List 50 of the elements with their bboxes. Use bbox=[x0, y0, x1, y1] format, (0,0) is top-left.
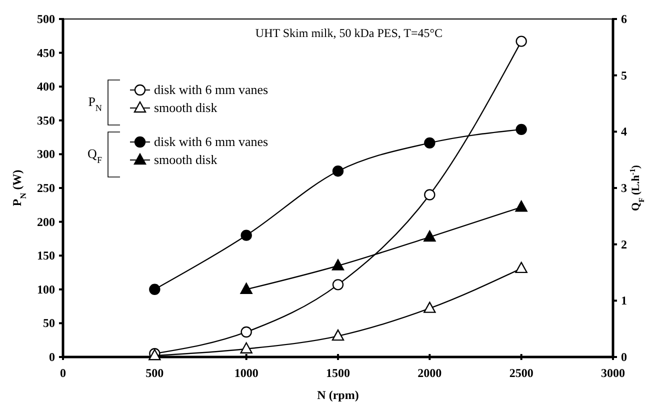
y-tick-label: 400 bbox=[37, 80, 55, 94]
x-tick-label: 500 bbox=[146, 366, 164, 380]
legend-label: smooth disk bbox=[154, 100, 218, 115]
x-tick-label: 2000 bbox=[418, 366, 442, 380]
y-tick-label: 50 bbox=[43, 316, 55, 330]
x-axis-title: N (rpm) bbox=[317, 388, 359, 402]
point bbox=[149, 284, 160, 295]
x-tick-label: 1000 bbox=[234, 366, 258, 380]
legend-label: disk with 6 mm vanes bbox=[154, 82, 268, 97]
y-tick-label: 200 bbox=[37, 214, 55, 229]
y-tick-label: 150 bbox=[37, 248, 55, 263]
legend-label: disk with 6 mm vanes bbox=[154, 134, 268, 149]
legend-label: smooth disk bbox=[154, 152, 218, 167]
point bbox=[240, 282, 252, 294]
y2-tick-label: 3 bbox=[621, 181, 627, 195]
x-tick-label: 2500 bbox=[509, 366, 534, 380]
annotation: P$_{N}$ bbox=[88, 94, 102, 113]
y2-tick-label: 5 bbox=[621, 68, 627, 82]
point bbox=[424, 137, 436, 149]
y-tick-label: 100 bbox=[37, 282, 55, 296]
y-tick-label: 0 bbox=[49, 350, 55, 364]
point bbox=[240, 230, 252, 241]
y-tick-label: 500 bbox=[37, 12, 55, 26]
point bbox=[332, 279, 344, 290]
text: UHT Skim milk, 50 kDa PES, T=45°C bbox=[255, 26, 443, 40]
point bbox=[240, 342, 252, 354]
x-tick-label: 3000 bbox=[601, 366, 625, 380]
y2-tick-label: 2 bbox=[621, 237, 627, 252]
point bbox=[424, 189, 436, 200]
point bbox=[515, 262, 528, 274]
y2-tick-label: 4 bbox=[621, 124, 627, 139]
point bbox=[515, 200, 528, 212]
point bbox=[424, 230, 436, 242]
y-tick-label: 450 bbox=[37, 46, 55, 60]
point bbox=[332, 166, 344, 177]
point bbox=[332, 329, 344, 341]
y-tick-label: 350 bbox=[37, 113, 55, 128]
point bbox=[240, 326, 252, 338]
y-tick-label: 250 bbox=[37, 181, 55, 195]
y-tick-label: 300 bbox=[37, 147, 55, 162]
point bbox=[332, 259, 344, 270]
x-tick-label: 0 bbox=[60, 366, 66, 380]
y2-tick-label: 0 bbox=[621, 350, 627, 364]
point bbox=[516, 36, 527, 47]
annotation: Q$_{F}$ bbox=[88, 146, 102, 165]
point bbox=[424, 302, 436, 313]
y2-tick-label: 6 bbox=[621, 12, 627, 26]
y2-tick-label: 1 bbox=[621, 294, 627, 308]
x-tick-label: 1500 bbox=[326, 366, 350, 380]
point bbox=[516, 124, 527, 136]
